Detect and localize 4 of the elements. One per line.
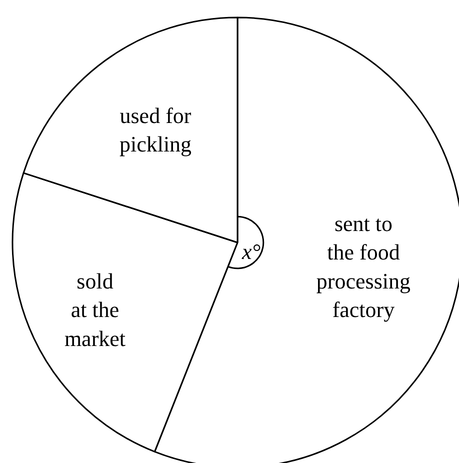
slice-label: sold at the market: [64, 268, 126, 351]
slice-label: used for pickling: [119, 102, 192, 157]
slice-label: sent to the food processing factory: [316, 210, 411, 322]
text: x°: [241, 239, 261, 264]
